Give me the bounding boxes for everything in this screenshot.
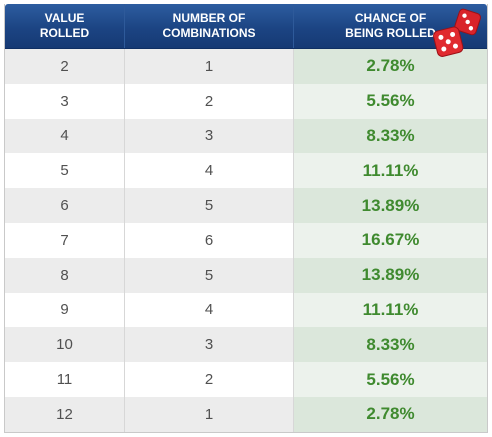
table-row: 2 1 2.78% [5, 49, 487, 84]
cell-value-rolled: 12 [5, 396, 125, 432]
cell-number-of-combinations: 1 [125, 396, 294, 432]
cell-value-rolled: 3 [5, 83, 125, 119]
cell-chance-of-being-rolled: 11.11% [294, 153, 487, 189]
header-number-of-combinations: NUMBER OF COMBINATIONS [125, 4, 294, 48]
cell-chance-of-being-rolled: 2.78% [294, 396, 487, 432]
cell-chance-of-being-rolled: 13.89% [294, 257, 487, 293]
cell-value-rolled: 10 [5, 327, 125, 363]
header-value-rolled: VALUE ROLLED [5, 4, 125, 48]
cell-value-rolled: 5 [5, 153, 125, 189]
cell-number-of-combinations: 6 [125, 222, 294, 258]
cell-chance-of-being-rolled: 11.11% [294, 292, 487, 328]
cell-value-rolled: 11 [5, 362, 125, 397]
table-row: 8 5 13.89% [5, 257, 487, 293]
cell-number-of-combinations: 5 [125, 188, 294, 223]
cell-chance-of-being-rolled: 5.56% [294, 362, 487, 397]
cell-number-of-combinations: 4 [125, 292, 294, 328]
dice-probability-table: VALUE ROLLED NUMBER OF COMBINATIONS CHAN… [4, 4, 488, 433]
table-row: 12 1 2.78% [5, 396, 487, 432]
header-chance-of-being-rolled: CHANCE OF BEING ROLLED [345, 11, 436, 40]
cell-number-of-combinations: 5 [125, 257, 294, 293]
table-body: 2 1 2.78% 3 2 5.56% 4 3 8.33% 5 4 11.11% 6 5 13.89% 7 6 1… [5, 49, 487, 432]
cell-number-of-combinations: 4 [125, 153, 294, 189]
cell-chance-of-being-rolled: 2.78% [294, 49, 487, 84]
cell-number-of-combinations: 2 [125, 83, 294, 119]
cell-chance-of-being-rolled: 8.33% [294, 327, 487, 363]
cell-value-rolled: 2 [5, 49, 125, 84]
cell-chance-of-being-rolled: 8.33% [294, 118, 487, 154]
table-row: 3 2 5.56% [5, 83, 487, 119]
cell-number-of-combinations: 3 [125, 118, 294, 154]
table-row: 11 2 5.56% [5, 362, 487, 397]
cell-value-rolled: 6 [5, 188, 125, 223]
table-row: 6 5 13.89% [5, 188, 487, 223]
cell-chance-of-being-rolled: 13.89% [294, 188, 487, 223]
cell-value-rolled: 9 [5, 292, 125, 328]
cell-chance-of-being-rolled: 16.67% [294, 222, 487, 258]
cell-value-rolled: 4 [5, 118, 125, 154]
table-row: 10 3 8.33% [5, 327, 487, 363]
table-row: 5 4 11.11% [5, 153, 487, 189]
cell-value-rolled: 8 [5, 257, 125, 293]
cell-number-of-combinations: 3 [125, 327, 294, 363]
table-row: 7 6 16.67% [5, 222, 487, 258]
table-row: 4 3 8.33% [5, 118, 487, 154]
table-header: VALUE ROLLED NUMBER OF COMBINATIONS CHAN… [5, 4, 487, 57]
cell-value-rolled: 7 [5, 222, 125, 258]
cell-chance-of-being-rolled: 5.56% [294, 83, 487, 119]
dice-icon [433, 8, 482, 57]
table-row: 9 4 11.11% [5, 292, 487, 328]
cell-number-of-combinations: 1 [125, 49, 294, 84]
cell-number-of-combinations: 2 [125, 362, 294, 397]
